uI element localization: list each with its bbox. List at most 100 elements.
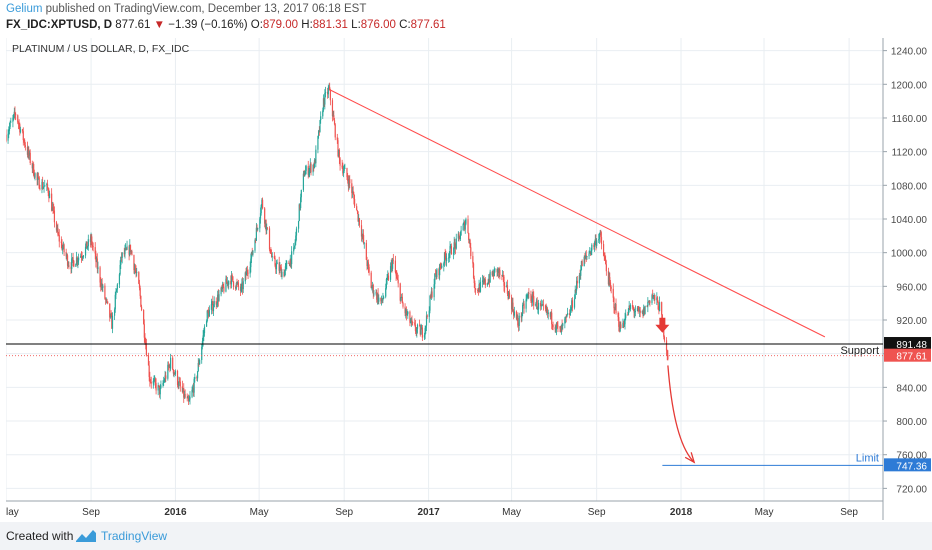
x-tick-label: May (755, 507, 774, 518)
candle-body (244, 272, 246, 282)
candle-body (275, 264, 278, 270)
candle-body (123, 252, 125, 255)
candle-body (125, 248, 127, 250)
candle-body (57, 234, 60, 236)
tradingview-brand-link[interactable]: TradingView (101, 529, 168, 543)
candle-body (638, 310, 641, 312)
candle-body (34, 173, 36, 178)
candle-body (419, 325, 421, 335)
candle-body (361, 234, 363, 237)
tradingview-logo-icon[interactable] (75, 528, 97, 544)
candle-body (126, 246, 128, 250)
candle-body (13, 114, 15, 118)
candle-body (308, 171, 310, 175)
candle-body (397, 279, 399, 284)
candle-body (343, 168, 345, 172)
candle-body (81, 257, 83, 258)
candle-body (203, 326, 206, 334)
candle-body (633, 308, 635, 313)
candle-body (19, 129, 22, 133)
price-chart[interactable]: PLATINUM / US DOLLAR, D, FX_IDC 720.00 760… (6, 38, 932, 520)
chart-area[interactable]: PLATINUM / US DOLLAR, D, FX_IDC 720.00 760… (6, 38, 932, 520)
candle-body (333, 115, 335, 121)
candle-body (116, 289, 118, 293)
candle-body (488, 279, 491, 283)
candle-body (36, 173, 38, 181)
candle-body (647, 301, 649, 307)
candle-body (150, 381, 152, 384)
high-value: 881.31 (312, 19, 348, 31)
last-price: 877.61 (115, 19, 151, 31)
limit-price-label: 747.36 (896, 461, 927, 472)
candle-body (542, 304, 545, 306)
candle-body (479, 281, 482, 292)
x-tick-label: Sep (82, 507, 100, 518)
candle-body (399, 283, 401, 301)
candle-body (8, 126, 11, 131)
candle-body (580, 270, 582, 276)
y-tick-label: 1200.00 (891, 80, 928, 91)
candle-body (390, 262, 392, 267)
candle-body (400, 297, 402, 301)
candle-body (555, 329, 557, 331)
candle-body (554, 327, 556, 330)
candle-body (196, 371, 199, 379)
candle-body (387, 275, 389, 278)
candle-body (469, 239, 471, 248)
candle-body (271, 256, 273, 257)
x-tick-label: May (502, 507, 521, 518)
candle-body (309, 168, 311, 172)
candle-body (168, 365, 170, 367)
candle-body (304, 170, 307, 175)
candle-body (96, 258, 98, 269)
candle-body (41, 181, 43, 190)
candle-body (614, 303, 616, 311)
candle-body (107, 301, 109, 304)
y-tick-label: 760.00 (896, 451, 927, 462)
candle-body (468, 232, 470, 241)
candle-body (564, 318, 566, 324)
candle-body (302, 173, 305, 190)
candle-body (250, 258, 252, 268)
candle-body (208, 309, 210, 317)
candle-body (560, 325, 562, 333)
x-tick-label: 2018 (670, 507, 693, 518)
candle-body (113, 309, 116, 316)
candle-body (478, 284, 480, 292)
candle-body (235, 283, 237, 289)
candle-body (115, 292, 117, 295)
candle-body (96, 258, 98, 262)
candle-body (230, 274, 233, 285)
candle-body (187, 397, 190, 402)
candle-body (504, 285, 506, 288)
candle-body (450, 245, 453, 255)
candle-body (362, 235, 365, 243)
candle-body (324, 91, 327, 94)
candle-body (402, 303, 404, 307)
candle-body (121, 252, 123, 258)
candle-body (337, 140, 339, 157)
candle-body (275, 265, 277, 270)
candle-body (429, 296, 431, 311)
candle-body (183, 388, 185, 398)
candle-body (661, 302, 663, 315)
candle-body (259, 213, 262, 219)
symbol-name[interactable]: FX_IDC:XPTUSD, D (6, 19, 113, 31)
candle-body (425, 325, 427, 329)
candle-body (6, 134, 7, 141)
candle-body (7, 133, 9, 141)
candle-body (75, 257, 78, 264)
candle-body (405, 309, 407, 314)
candle-body (609, 277, 611, 283)
candle-body (363, 242, 365, 244)
chart-background (6, 38, 932, 520)
candle-body (100, 283, 103, 287)
candle-body (51, 193, 53, 211)
author-link[interactable]: Gelium (6, 3, 43, 15)
candle-body (527, 292, 529, 295)
candle-body (348, 178, 350, 187)
candle-body (609, 282, 612, 288)
support-price-tag (884, 337, 931, 351)
candle-body (33, 164, 35, 176)
candle-body (623, 324, 625, 326)
